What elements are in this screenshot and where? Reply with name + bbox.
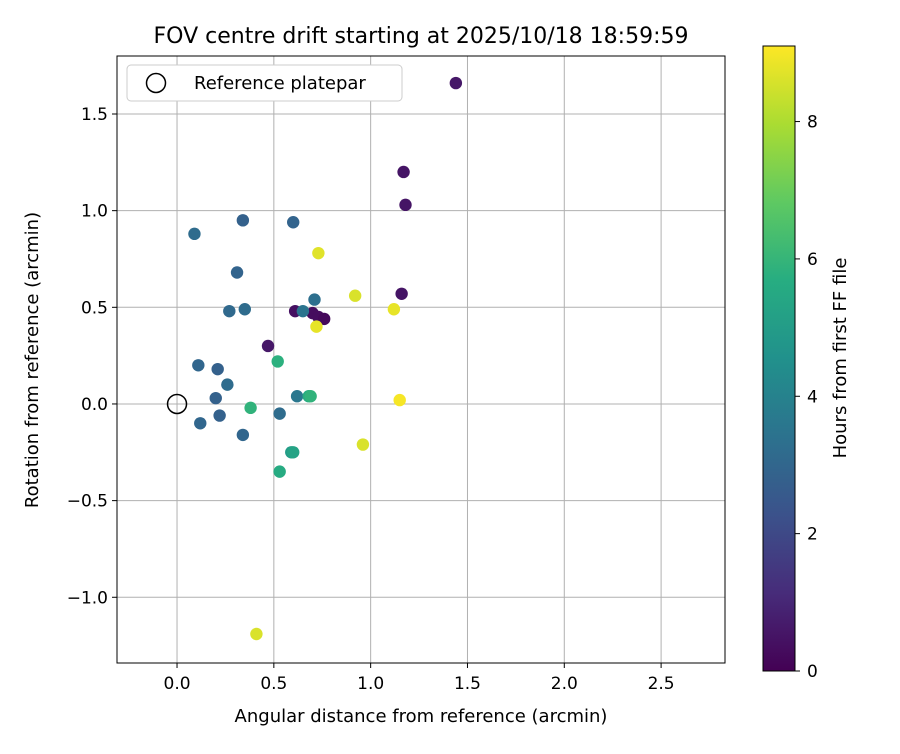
data-point	[250, 627, 263, 641]
data-point	[310, 320, 323, 333]
data-point	[308, 293, 321, 306]
data-point	[244, 401, 257, 415]
y-tick-label: 1.0	[81, 202, 108, 222]
grid	[117, 56, 725, 663]
data-point	[296, 304, 310, 318]
colorbar-ticks: 0 2 4 6 8	[795, 113, 818, 682]
data-point	[230, 266, 244, 279]
colorbar: 0 2 4 6 8 Hours from first FF file	[762, 45, 851, 682]
data-point	[449, 76, 463, 90]
data-point	[348, 289, 362, 302]
x-tick-label: 0.0	[164, 674, 191, 694]
legend-label-reference: Reference platepar	[194, 73, 366, 94]
data-point	[211, 362, 224, 376]
y-tick-label: 0.5	[81, 298, 108, 318]
data-point	[287, 446, 300, 459]
y-tick-label: 1.5	[81, 105, 108, 125]
data-point	[387, 303, 401, 316]
data-point	[213, 409, 226, 422]
data-point	[238, 303, 251, 316]
data-point	[317, 312, 331, 326]
data-point	[188, 227, 201, 241]
axis-ticks: 0.0 0.5 1.0 1.5 2.0 2.5 −1.0 −0.5 0.0 0.5 1.0 1.5	[67, 105, 675, 694]
y-tick-label: −1.0	[67, 588, 108, 608]
data-point	[236, 214, 250, 227]
reference-platepar-marker	[166, 393, 188, 415]
data-point	[223, 304, 236, 318]
data-point	[236, 428, 250, 442]
data-point	[209, 391, 222, 405]
y-axis-label: Rotation from reference (arcmin)	[22, 212, 43, 508]
y-tick-label: 0.0	[81, 395, 108, 415]
legend-marker-reference	[145, 72, 167, 94]
data-point	[192, 359, 205, 372]
data-point	[356, 438, 370, 451]
x-tick-label: 1.0	[357, 674, 384, 694]
data-point	[395, 287, 408, 300]
data-point	[273, 465, 286, 478]
colorbar-gradient	[762, 45, 796, 672]
colorbar-tick-label: 6	[807, 250, 818, 270]
data-points	[166, 76, 463, 641]
plot-frame	[116, 55, 726, 664]
x-tick-label: 2.5	[648, 674, 675, 694]
chart-title: FOV centre drift starting at 2025/10/18 …	[154, 24, 689, 49]
legend: Reference platepar	[126, 64, 403, 102]
legend-box	[126, 64, 403, 102]
x-axis-label: Angular distance from reference (arcmin)	[235, 706, 608, 727]
y-tick-label: −0.5	[67, 492, 108, 512]
colorbar-tick-label: 0	[807, 662, 818, 682]
data-point	[261, 339, 275, 353]
x-tick-label: 2.0	[551, 674, 578, 694]
x-tick-label: 1.5	[454, 674, 481, 694]
colorbar-tick-label: 4	[807, 387, 818, 407]
data-point	[397, 165, 410, 179]
data-point	[194, 417, 207, 430]
colorbar-tick-label: 8	[807, 113, 818, 133]
data-point	[290, 390, 304, 403]
data-point	[399, 198, 412, 212]
x-tick-label: 0.5	[260, 674, 287, 694]
data-point	[271, 355, 284, 368]
data-point	[287, 216, 300, 229]
colorbar-label: Hours from first FF file	[830, 258, 851, 459]
data-point	[221, 378, 234, 391]
data-point	[304, 390, 317, 403]
data-point	[273, 407, 286, 420]
data-point	[393, 393, 406, 407]
data-point	[312, 246, 325, 260]
colorbar-tick-label: 2	[807, 525, 818, 545]
